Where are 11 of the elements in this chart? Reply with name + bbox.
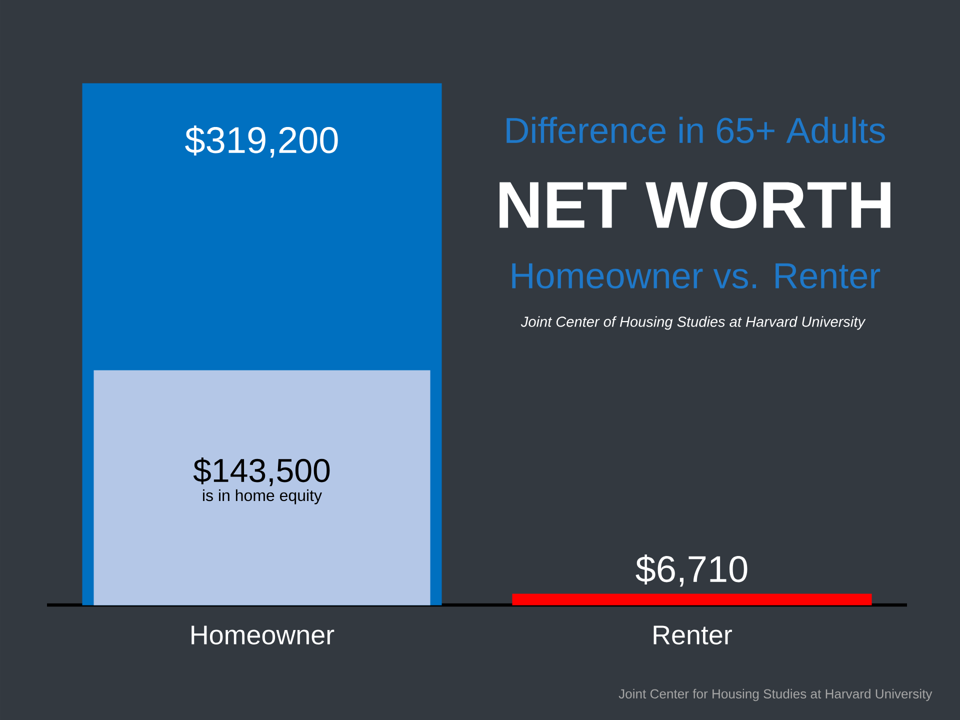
x-tick-label: Homeowner [192, 626, 334, 644]
x-tick-label: Renter [654, 626, 732, 644]
annotation: Difference in 65+ Adults [506, 116, 885, 144]
text: Homeowner vs. Renter [512, 263, 880, 289]
annotation: Joint Center of Housing Studies at Harvard University [520, 316, 866, 330]
data-label: $6,710 [636, 554, 748, 587]
text: Joint Center for Housing Studies at Harvard University [618, 688, 932, 702]
data-label: $143,500 [193, 457, 330, 486]
data-label: $319,200 [185, 126, 338, 158]
series-label: is in home equity [203, 489, 322, 504]
text: NET WORTH [500, 182, 890, 228]
